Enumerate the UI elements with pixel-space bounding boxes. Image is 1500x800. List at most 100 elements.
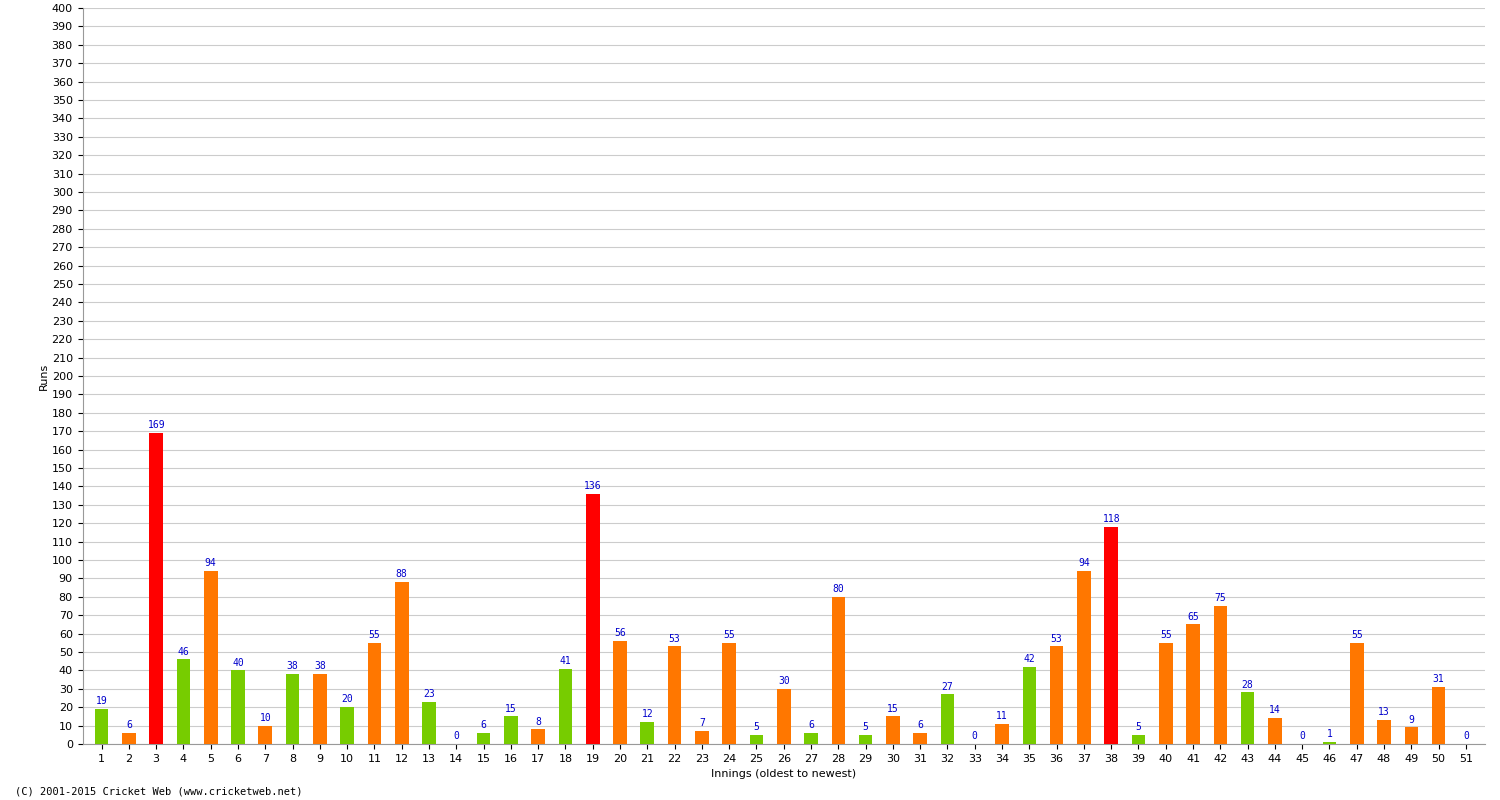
Bar (204, 571, 218, 744)
Bar (694, 731, 708, 744)
Text: 28: 28 (1242, 680, 1254, 690)
Bar (422, 702, 436, 744)
Text: 19: 19 (96, 696, 108, 706)
Text: 56: 56 (614, 628, 626, 638)
Text: 169: 169 (147, 420, 165, 430)
Text: 0: 0 (1299, 731, 1305, 742)
Bar (477, 733, 490, 744)
Text: 55: 55 (369, 630, 381, 640)
Text: 5: 5 (862, 722, 868, 732)
Bar (994, 724, 1010, 744)
Text: 0: 0 (1462, 731, 1468, 742)
Text: 15: 15 (886, 704, 898, 714)
Bar (1160, 642, 1173, 744)
Bar (750, 734, 764, 744)
Bar (777, 689, 790, 744)
Text: 12: 12 (642, 709, 652, 719)
Text: 65: 65 (1186, 612, 1198, 622)
Text: 38: 38 (286, 662, 298, 671)
Bar (1104, 527, 1118, 744)
Bar (914, 733, 927, 744)
Text: 9: 9 (1408, 714, 1414, 725)
Bar (340, 707, 354, 744)
Bar (804, 733, 818, 744)
Bar (1050, 646, 1064, 744)
Text: 80: 80 (833, 584, 844, 594)
Bar (1404, 727, 1417, 744)
Y-axis label: Runs: Runs (39, 362, 48, 390)
Text: 20: 20 (342, 694, 352, 705)
Bar (368, 642, 381, 744)
Bar (1214, 606, 1227, 744)
Text: (C) 2001-2015 Cricket Web (www.cricketweb.net): (C) 2001-2015 Cricket Web (www.cricketwe… (15, 786, 303, 796)
Bar (1377, 720, 1390, 744)
Bar (1023, 666, 1036, 744)
Bar (1131, 734, 1146, 744)
Bar (558, 669, 573, 744)
Text: 23: 23 (423, 689, 435, 699)
Bar (122, 733, 135, 744)
Text: 7: 7 (699, 718, 705, 728)
Bar (531, 730, 544, 744)
Bar (394, 582, 408, 744)
Bar (1432, 687, 1446, 744)
Bar (859, 734, 873, 744)
Text: 15: 15 (506, 704, 518, 714)
Bar (504, 717, 518, 744)
Text: 53: 53 (669, 634, 681, 644)
Bar (1077, 571, 1090, 744)
Text: 8: 8 (536, 717, 542, 726)
Bar (831, 597, 844, 744)
Text: 75: 75 (1215, 594, 1225, 603)
Text: 6: 6 (126, 720, 132, 730)
Bar (258, 726, 272, 744)
Text: 30: 30 (778, 676, 789, 686)
Text: 5: 5 (753, 722, 759, 732)
Bar (314, 674, 327, 744)
Text: 88: 88 (396, 570, 408, 579)
Text: 38: 38 (314, 662, 326, 671)
Bar (1240, 693, 1254, 744)
Text: 6: 6 (916, 720, 922, 730)
Text: 94: 94 (1078, 558, 1090, 568)
Bar (150, 433, 164, 744)
Text: 55: 55 (723, 630, 735, 640)
Text: 136: 136 (584, 481, 602, 491)
Text: 11: 11 (996, 711, 1008, 721)
Bar (177, 659, 190, 744)
Bar (940, 694, 954, 744)
Text: 0: 0 (453, 731, 459, 742)
Bar (668, 646, 681, 744)
Text: 6: 6 (480, 720, 486, 730)
Text: 41: 41 (560, 656, 572, 666)
Text: 14: 14 (1269, 706, 1281, 715)
Bar (614, 641, 627, 744)
Text: 118: 118 (1102, 514, 1120, 524)
Text: 27: 27 (942, 682, 954, 691)
Bar (640, 722, 654, 744)
Bar (231, 670, 244, 744)
Bar (1323, 742, 1336, 744)
Text: 6: 6 (808, 720, 814, 730)
Bar (1186, 624, 1200, 744)
Bar (286, 674, 300, 744)
Text: 40: 40 (232, 658, 244, 668)
Text: 55: 55 (1352, 630, 1362, 640)
X-axis label: Innings (oldest to newest): Innings (oldest to newest) (711, 770, 856, 779)
Text: 5: 5 (1136, 722, 1142, 732)
Text: 1: 1 (1326, 730, 1332, 739)
Text: 13: 13 (1378, 707, 1390, 718)
Bar (886, 717, 900, 744)
Bar (1350, 642, 1364, 744)
Text: 31: 31 (1432, 674, 1444, 684)
Bar (586, 494, 600, 744)
Text: 42: 42 (1023, 654, 1035, 664)
Text: 46: 46 (177, 646, 189, 657)
Text: 55: 55 (1160, 630, 1172, 640)
Text: 10: 10 (260, 713, 272, 723)
Bar (94, 709, 108, 744)
Text: 94: 94 (206, 558, 216, 568)
Bar (723, 642, 736, 744)
Text: 53: 53 (1050, 634, 1062, 644)
Bar (1268, 718, 1281, 744)
